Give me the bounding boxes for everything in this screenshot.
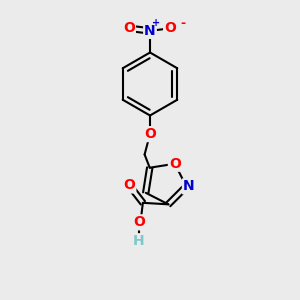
Text: +: + xyxy=(152,18,160,28)
Text: O: O xyxy=(133,215,145,229)
Text: N: N xyxy=(183,179,194,194)
Text: N: N xyxy=(144,24,156,38)
Text: H: H xyxy=(133,234,145,248)
Text: O: O xyxy=(169,157,181,171)
Text: O: O xyxy=(123,22,135,35)
Text: O: O xyxy=(144,127,156,141)
Text: O: O xyxy=(164,22,176,35)
Text: O: O xyxy=(123,178,135,192)
Text: -: - xyxy=(180,17,186,31)
